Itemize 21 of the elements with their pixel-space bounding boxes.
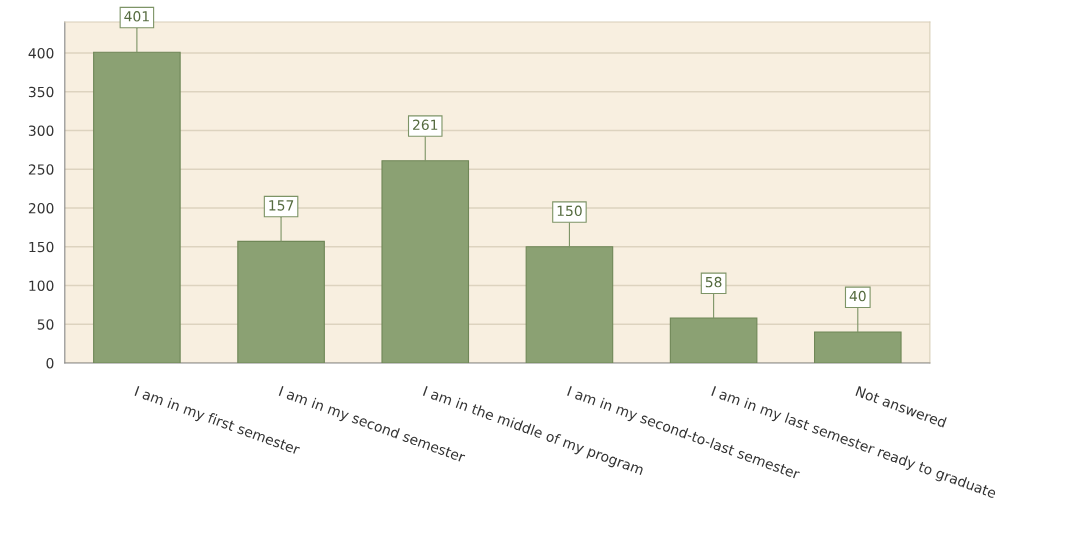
y-tick-label: 50 bbox=[37, 319, 54, 330]
y-tick-label: 100 bbox=[29, 280, 54, 291]
data-label: 40 bbox=[849, 290, 866, 302]
y-tick-label: 0 bbox=[46, 357, 54, 369]
data-label: 150 bbox=[557, 205, 582, 217]
bar bbox=[525, 246, 614, 364]
bar bbox=[93, 51, 181, 364]
data-label: 157 bbox=[269, 200, 294, 211]
bar bbox=[237, 240, 325, 364]
y-tick-label: 400 bbox=[28, 47, 54, 59]
data-label: 261 bbox=[413, 119, 438, 131]
y-tick-label: 300 bbox=[28, 125, 54, 136]
y-tick-label: 250 bbox=[28, 164, 54, 175]
data-label: 58 bbox=[705, 276, 722, 288]
y-tick-label: 150 bbox=[29, 241, 54, 253]
bar bbox=[669, 317, 758, 364]
bar bbox=[381, 160, 470, 364]
bar bbox=[813, 331, 902, 364]
y-tick-label: 350 bbox=[28, 86, 54, 98]
data-label: 401 bbox=[124, 11, 149, 22]
y-tick-label: 200 bbox=[28, 202, 54, 214]
